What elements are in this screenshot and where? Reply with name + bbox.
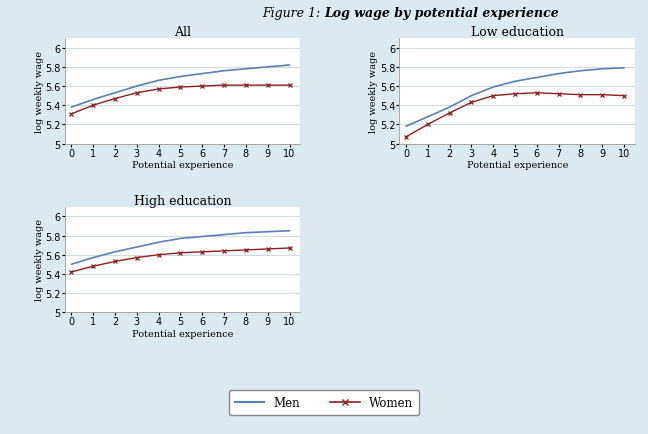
Title: Low education: Low education	[470, 26, 564, 39]
X-axis label: Potential experience: Potential experience	[467, 161, 568, 170]
Y-axis label: log weekly wage: log weekly wage	[369, 51, 378, 132]
X-axis label: Potential experience: Potential experience	[132, 329, 233, 339]
Legend: Men, Women: Men, Women	[229, 390, 419, 415]
Title: All: All	[174, 26, 191, 39]
X-axis label: Potential experience: Potential experience	[132, 161, 233, 170]
Text: Log wage by potential experience: Log wage by potential experience	[324, 7, 559, 20]
Title: High education: High education	[133, 194, 231, 207]
Y-axis label: log weekly wage: log weekly wage	[35, 219, 44, 301]
Y-axis label: log weekly wage: log weekly wage	[35, 51, 44, 132]
Text: Figure 1:: Figure 1:	[262, 7, 324, 20]
